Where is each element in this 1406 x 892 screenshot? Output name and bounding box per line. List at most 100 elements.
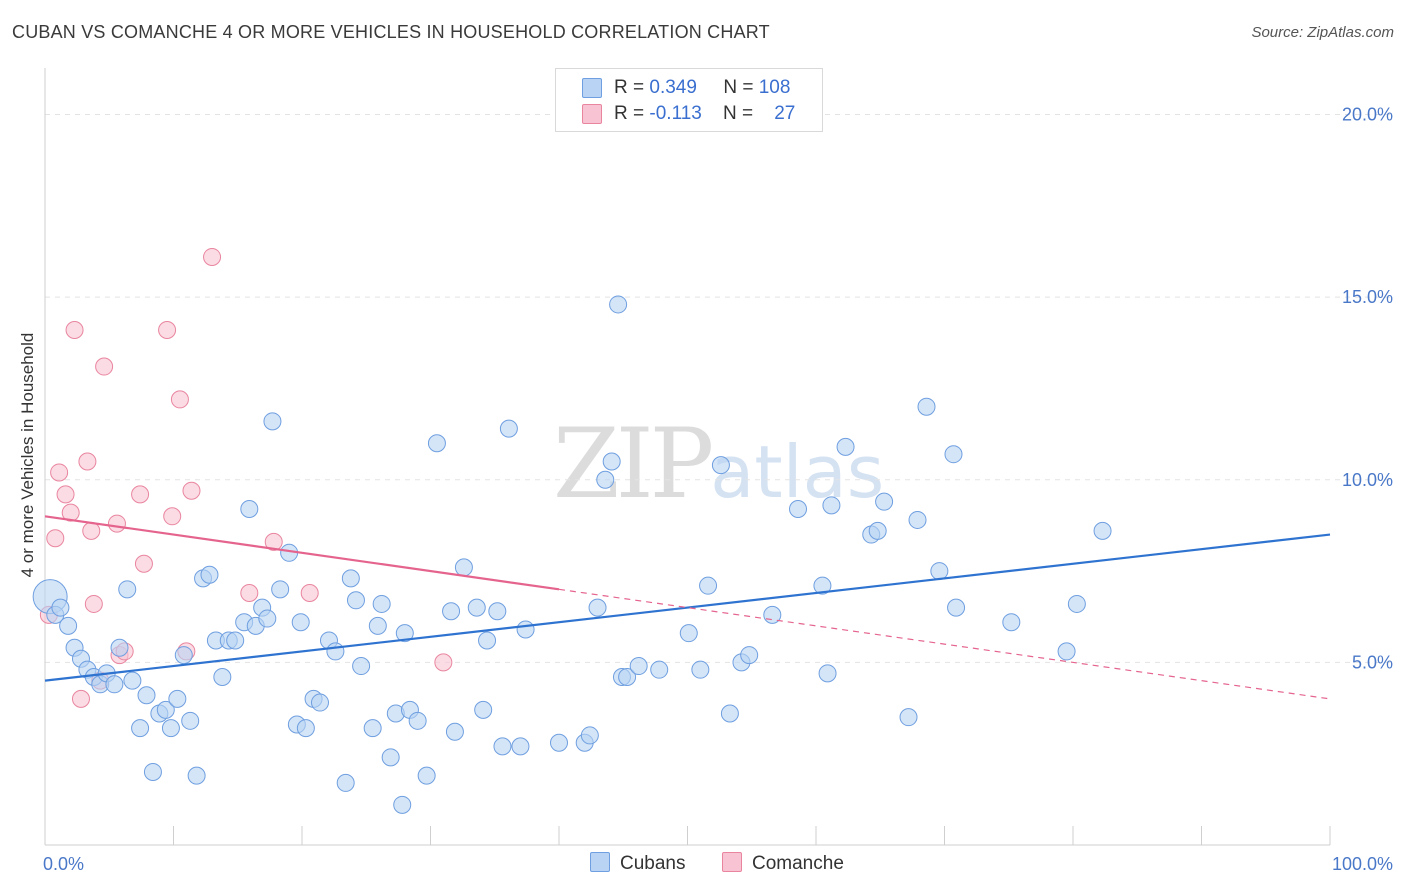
cubans-point (263, 412, 282, 431)
cubans-point (499, 419, 518, 438)
comanche-point (46, 529, 65, 548)
cubans-point (1057, 642, 1076, 661)
trend-lines (44, 515, 1331, 700)
cubans-point (596, 470, 615, 489)
cubans-point (105, 675, 124, 694)
legend-r-label: R = (614, 77, 645, 98)
cubans-point (381, 748, 400, 767)
cubans-point (123, 671, 142, 690)
cubans-point (143, 762, 162, 781)
cubans-point (580, 726, 599, 745)
watermark: ZIPatlas (553, 408, 884, 520)
cubans-point (326, 642, 345, 661)
cubans-point (474, 700, 493, 719)
y-tick-label: 20.0% (1342, 105, 1393, 125)
cubans-point (363, 719, 382, 738)
bottom-legend-comanche: Comanche (722, 852, 844, 875)
cubans-point (818, 664, 837, 683)
cubans-point (131, 719, 150, 738)
cubans-point (813, 576, 832, 595)
axes (44, 68, 1331, 846)
cubans-point (168, 689, 187, 708)
x-tick-label-min: 0.0% (43, 854, 84, 874)
legend-swatch-cubans (582, 78, 602, 98)
bottom-legend-swatch-comanche (722, 852, 742, 872)
cubans-point (187, 766, 206, 785)
x-tick-label-max: 100.0% (1332, 854, 1393, 874)
comanche-point (134, 554, 153, 573)
comanche-point (300, 583, 319, 602)
gridlines (45, 114, 1395, 663)
watermark-zip: ZIP (553, 408, 714, 520)
comanche-point (240, 583, 259, 602)
bottom-legend-label-cubans: Cubans (620, 853, 686, 874)
y-tick-label: 15.0% (1342, 287, 1393, 307)
comanche-point (56, 485, 75, 504)
cubans-point (789, 499, 808, 518)
legend-r-value-comanche: -0.113 (649, 103, 702, 124)
cubans-point (59, 616, 78, 635)
cubans-point (240, 499, 259, 518)
cubans-point (442, 602, 461, 621)
cubans-point (427, 434, 446, 453)
comanche-point (434, 653, 453, 672)
cubans-point (691, 660, 710, 679)
cubans-point (181, 711, 200, 730)
correlation-legend: R = 0.349 N = 108 R = -0.113 N = 27 (555, 68, 823, 132)
cubans-point (156, 700, 175, 719)
cubans-point (137, 686, 156, 705)
comanche-point (78, 452, 97, 471)
cubans-point (291, 613, 310, 632)
cubans-point (550, 733, 568, 752)
comanche-point (107, 514, 126, 533)
cubans-point (110, 638, 129, 657)
legend-n-value-cubans: 108 (758, 77, 791, 98)
y-tick-label: 10.0% (1342, 470, 1393, 490)
comanche-point (82, 521, 101, 540)
cubans-point (1067, 594, 1086, 613)
cubans-point (650, 660, 669, 679)
cubans-point (711, 456, 730, 475)
cubans-point (629, 657, 648, 676)
source-credit: Source: ZipAtlas.com (1251, 24, 1394, 41)
comanche-point (203, 247, 222, 266)
cubans-point (368, 616, 387, 635)
cubans-point (836, 437, 855, 456)
cubans-point (258, 609, 277, 628)
bottom-legend-label-comanche: Comanche (752, 853, 844, 874)
watermark-atlas: atlas (710, 430, 885, 514)
cubans-point (296, 719, 315, 738)
cubans-point (226, 631, 245, 650)
cubans-point (454, 558, 473, 577)
cubans-point (875, 492, 894, 511)
comanche-point (131, 485, 150, 504)
cubans-trend-line (44, 533, 1331, 682)
cubans-point (372, 594, 391, 613)
cubans-point (618, 667, 637, 686)
cubans-point (868, 521, 887, 540)
cubans-point (822, 496, 841, 515)
comanche-trend-line-dashed (558, 588, 1331, 700)
cubans-point (1002, 613, 1021, 632)
comanche-trend-line-solid (44, 515, 560, 591)
cubans-point (341, 569, 360, 588)
comanche-point (182, 481, 201, 500)
chart-title: CUBAN VS COMANCHE 4 OR MORE VEHICLES IN … (12, 22, 770, 42)
legend-r-label: R = (614, 103, 645, 124)
comanche-point (84, 594, 103, 613)
comanche-point (50, 463, 69, 482)
comanche-point (264, 532, 283, 551)
cubans-point (161, 719, 180, 738)
legend-r-value-cubans: 0.349 (649, 77, 697, 98)
cubans-point (511, 737, 530, 756)
comanche-point (61, 503, 80, 522)
bottom-legend-swatch-cubans (590, 852, 610, 872)
comanche-point (65, 321, 84, 340)
cubans-series (32, 295, 1112, 814)
cubans-point (200, 565, 219, 584)
comanche-point (95, 357, 114, 376)
cubans-point (944, 445, 963, 464)
cubans-point (352, 657, 371, 676)
cubans-point (467, 598, 486, 617)
